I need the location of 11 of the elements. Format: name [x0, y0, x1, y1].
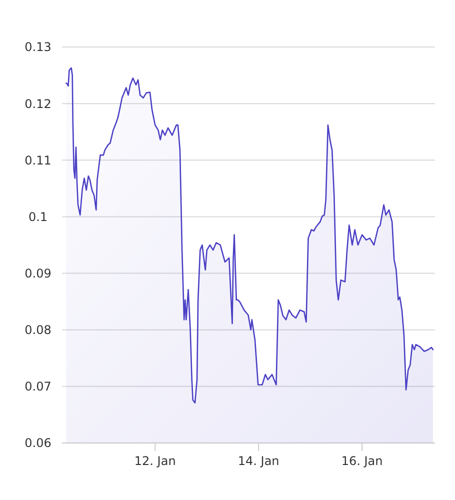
y-tick-label: 0.09 — [24, 266, 52, 280]
y-tick-label: 0.1 — [28, 210, 48, 224]
y-tick-label: 0.13 — [24, 40, 52, 54]
y-tick-label: 0.12 — [24, 96, 52, 111]
x-tick-label: 14. Jan — [238, 454, 280, 468]
y-tick-label: 0.06 — [24, 436, 52, 450]
y-tick-label: 0.11 — [24, 153, 52, 168]
x-tick-label: 16. Jan — [341, 454, 383, 468]
y-tick-label: 0.08 — [24, 323, 52, 338]
y-tick-label: 0.07 — [24, 380, 52, 394]
x-tick-label: 12. Jan — [134, 454, 176, 468]
